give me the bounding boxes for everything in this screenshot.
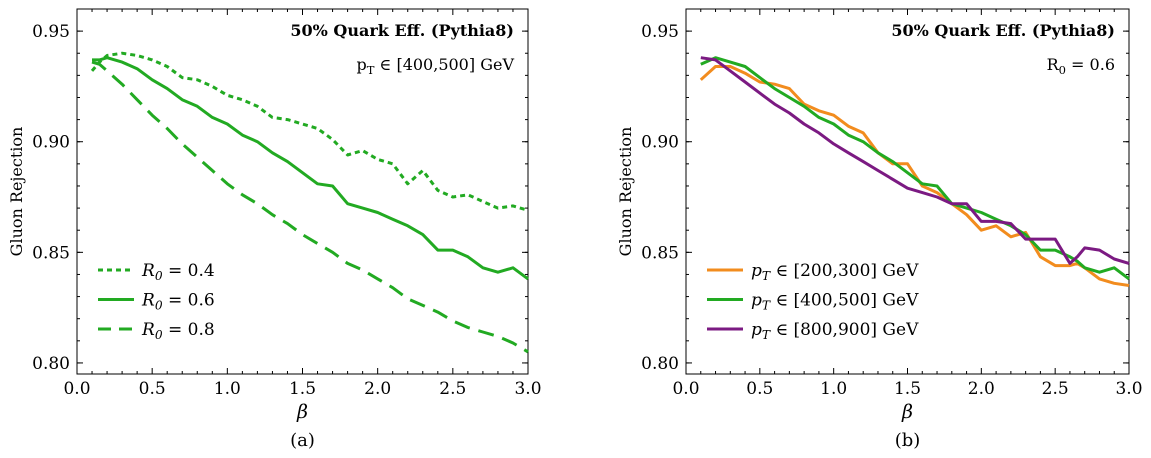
- y-tick-label: 0.95: [32, 22, 70, 42]
- legend-label-1: R0 = 0.4: [141, 261, 215, 283]
- x-axis-label: β: [296, 401, 308, 423]
- chart-panel-a: 0.0 0.5 1.0 1.5 2.0 2.5 3.0 0.80 0.85 0.90 0.95 β Gl…: [7, 8, 542, 451]
- y-axis-label: Gluon Rejection: [616, 127, 635, 257]
- x-tick-label: 0.0: [63, 379, 90, 399]
- x-tick-label: 3.0: [514, 379, 541, 399]
- y-tick-label: 0.85: [641, 243, 679, 263]
- chart-panel-b: 0.0 0.5 1.0 1.5 2.0 2.5 3.0 0.80 0.85 0.90 0.95 β Gl…: [616, 8, 1143, 451]
- x-tick-label: 1.0: [214, 379, 241, 399]
- x-tick-label: 0.5: [746, 379, 773, 399]
- series-line-1: [90, 51, 529, 212]
- series-line-2: [92, 56, 529, 281]
- x-tick-label: 2.0: [968, 379, 995, 399]
- y-tick-label: 0.80: [32, 354, 70, 374]
- x-tick-label: 2.5: [1042, 379, 1069, 399]
- series-line-2: [700, 56, 1130, 281]
- chart-subtitle: pT ∈ [400,500] GeV: [357, 55, 515, 77]
- panel-label: (b): [895, 430, 921, 451]
- y-tick-label: 0.90: [32, 133, 70, 153]
- x-tick-label: 1.5: [894, 379, 921, 399]
- y-axis-label: Gluon Rejection: [7, 127, 26, 257]
- legend-label-3: R0 = 0.8: [141, 320, 215, 342]
- y-tick-label: 0.95: [641, 22, 679, 42]
- series-line-1: [699, 65, 1130, 287]
- x-tick-label: 0.5: [139, 379, 166, 399]
- y-tick-label: 0.90: [641, 133, 679, 153]
- x-tick-label: 1.0: [820, 379, 847, 399]
- y-tick-label: 0.80: [641, 354, 679, 374]
- x-tick-label: 3.0: [1115, 379, 1142, 399]
- x-axis-label: β: [901, 401, 913, 423]
- legend-label-2: pT ∈ [400,500] GeV: [751, 291, 919, 313]
- legend-label-3: pT ∈ [800,900] GeV: [751, 320, 919, 342]
- x-tick-label: 0.0: [672, 379, 699, 399]
- x-tick-label: 2.5: [439, 379, 466, 399]
- legend-label-2: R0 = 0.6: [141, 291, 215, 313]
- y-tick-label: 0.85: [32, 243, 70, 263]
- legend-label-1: pT ∈ [200,300] GeV: [751, 261, 919, 283]
- x-tick-label: 2.0: [364, 379, 391, 399]
- chart-subtitle: R0 = 0.6: [1047, 55, 1115, 77]
- chart-title: 50% Quark Eff. (Pythia8): [891, 21, 1115, 40]
- series-line-3: [91, 60, 529, 354]
- series-line-3: [700, 56, 1130, 265]
- x-tick-label: 1.5: [289, 379, 316, 399]
- panel-label: (a): [290, 430, 315, 451]
- chart-title: 50% Quark Eff. (Pythia8): [290, 21, 514, 40]
